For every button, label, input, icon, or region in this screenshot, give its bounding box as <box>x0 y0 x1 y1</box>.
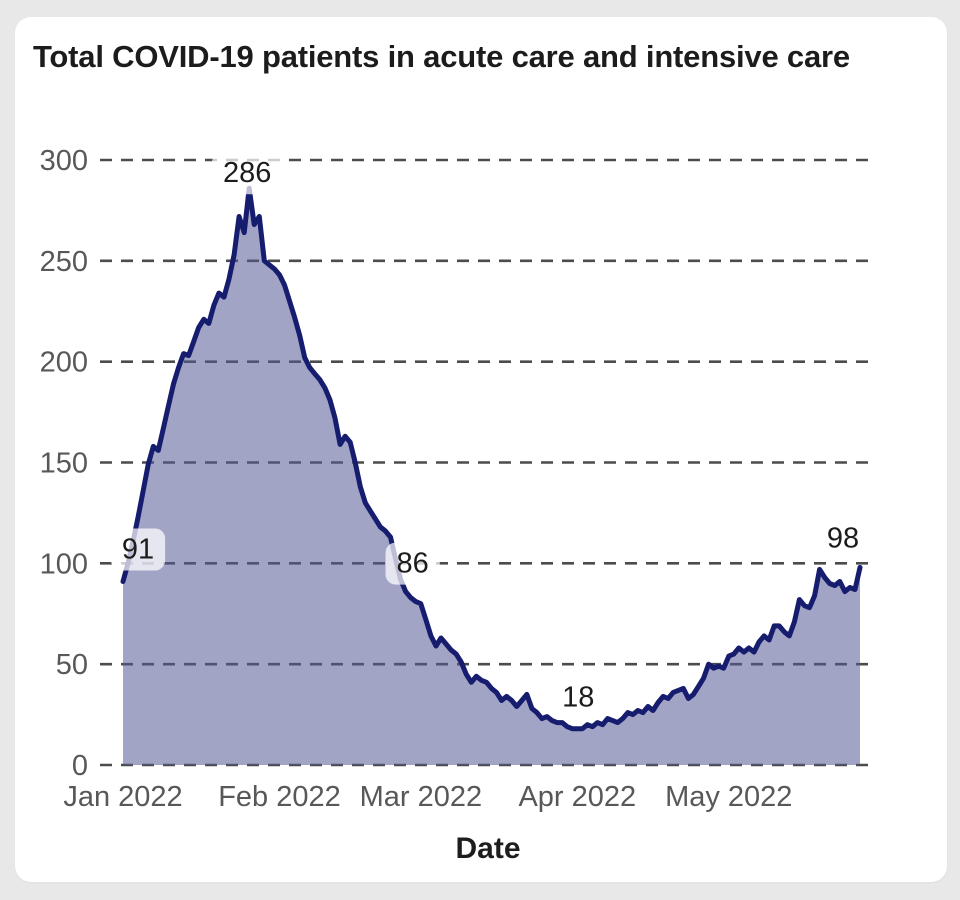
data-point-label: 98 <box>815 517 871 560</box>
data-point-label-text: 98 <box>827 522 859 554</box>
x-tick-label: Jan 2022 <box>63 781 182 813</box>
y-tick-label: 250 <box>40 246 88 278</box>
data-point-label-box <box>110 528 166 571</box>
data-point-label: 286 <box>212 152 283 195</box>
data-point-label-box <box>815 517 871 560</box>
x-axis-title: Date <box>455 832 520 865</box>
series-area <box>123 188 860 765</box>
data-point-label: 18 <box>551 676 606 719</box>
data-point-label: 86 <box>385 542 440 585</box>
x-tick-label: Apr 2022 <box>518 781 636 813</box>
y-tick-label: 100 <box>40 548 88 580</box>
y-tick-label: 50 <box>56 649 88 681</box>
data-point-label-box <box>551 676 606 719</box>
data-point-label-text: 86 <box>397 548 429 580</box>
y-axis-tick-labels: 0 50 100 150 200 250 300 <box>40 145 88 782</box>
x-tick-label: Mar 2022 <box>360 781 483 813</box>
x-tick-label: May 2022 <box>665 781 792 813</box>
y-tick-label: 150 <box>40 448 88 480</box>
x-tick-label: Feb 2022 <box>218 781 341 813</box>
series-line <box>120 185 863 732</box>
data-point-labels: 91 286 86 18 98 <box>110 152 871 719</box>
data-point-label-text: 91 <box>122 533 154 565</box>
data-point-label: 91 <box>110 528 166 571</box>
data-point-label-box <box>385 542 440 585</box>
y-tick-label: 300 <box>40 145 88 177</box>
y-tick-label: 0 <box>72 750 88 782</box>
chart-title: Total COVID-19 patients in acute care an… <box>33 39 850 74</box>
data-point-label-box <box>212 152 283 195</box>
data-point-label-text: 286 <box>223 157 271 189</box>
data-point-label-text: 18 <box>562 682 594 714</box>
y-tick-label: 200 <box>40 347 88 379</box>
x-axis-tick-labels: Jan 2022 Feb 2022 Mar 2022 Apr 2022 May 2022 <box>63 781 792 813</box>
